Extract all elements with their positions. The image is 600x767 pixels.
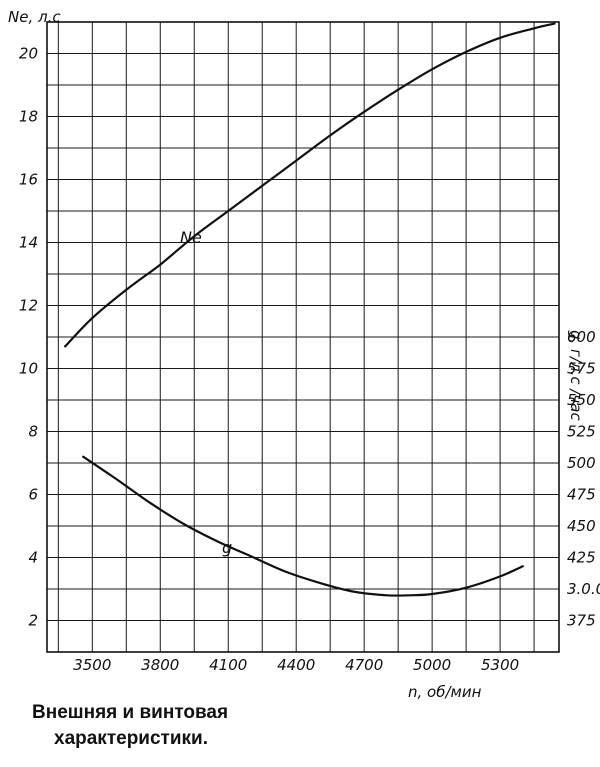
- y-left-tick-label: 4: [28, 549, 38, 567]
- y-right-tick-label: 375: [567, 612, 596, 630]
- y-left-tick-labels: 2 4 6 8 10 12 14 16 18 20: [19, 45, 38, 630]
- y-left-tick-label: 20: [19, 45, 38, 63]
- y-right-tick-label: 600: [567, 328, 596, 346]
- plot-border: [46, 21, 560, 653]
- x-tick-label: 3500: [73, 656, 111, 674]
- series-line-g: [82, 455, 524, 597]
- x-tick-label: 5000: [413, 656, 451, 674]
- series-lines: [63, 22, 556, 597]
- y-right-tick-label: 525: [567, 423, 596, 441]
- y-right-tick-label: 3.0.0: [567, 580, 600, 598]
- figure-caption: Внешняя и винтовая характеристики.: [32, 700, 228, 752]
- y-left-tick-label: 18: [19, 108, 38, 126]
- y-left-tick-label: 8: [28, 423, 38, 441]
- y-left-axis-label: Ne, л.с: [8, 8, 61, 26]
- x-tick-label: 4400: [277, 656, 315, 674]
- plot-frame: [46, 21, 560, 653]
- y-left-tick-label: 12: [19, 297, 38, 315]
- series-label-ne: Ne: [180, 228, 202, 247]
- x-axis-label: n, об/мин: [408, 683, 482, 700]
- y-right-tick-labels: 375 3.0.0 425 450 475 500 525 550 575 600: [567, 328, 600, 630]
- y-right-axis-label: g, г/л.с /час: [567, 330, 585, 421]
- y-left-tick-label: 10: [19, 360, 38, 378]
- y-right-tick-label: 550: [567, 391, 596, 409]
- series-label-g: g: [222, 538, 232, 557]
- chart: 3500 3800 4100 4400 4700 5000 5300 2 4 6 8 10 12 14 1…: [8, 8, 600, 700]
- x-tick-labels: 3500 3800 4100 4400 4700 5000 5300: [73, 656, 519, 674]
- y-right-tick-label: 475: [567, 486, 596, 504]
- y-left-tick-label: 14: [19, 234, 38, 252]
- x-tick-label: 3800: [141, 656, 179, 674]
- y-left-tick-label: 6: [28, 486, 38, 504]
- x-tick-label: 5300: [481, 656, 519, 674]
- y-right-tick-label: 425: [567, 549, 596, 567]
- caption-line-2: характеристики.: [54, 728, 208, 749]
- y-right-tick-label: 575: [567, 360, 596, 378]
- y-right-tick-label: 500: [567, 454, 596, 472]
- x-tick-label: 4100: [209, 656, 247, 674]
- x-tick-label: 4700: [345, 656, 383, 674]
- y-left-tick-label: 16: [19, 171, 38, 189]
- grid: [47, 22, 559, 652]
- caption-line-1: Внешняя и винтовая: [32, 702, 229, 723]
- series-line-ne: [63, 22, 556, 348]
- y-right-tick-label: 450: [567, 517, 596, 535]
- y-left-tick-label: 2: [28, 612, 38, 630]
